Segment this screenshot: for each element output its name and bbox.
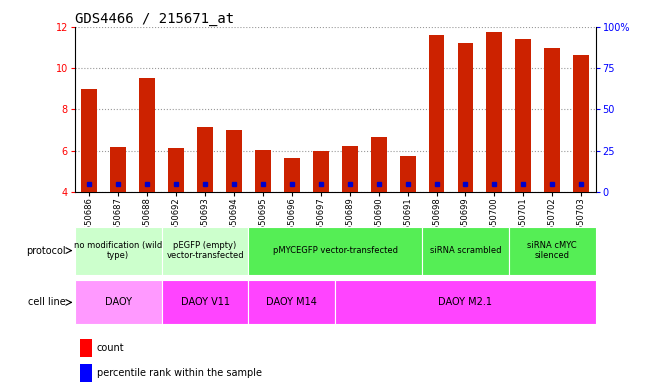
Bar (255, 150, 271, 192)
Text: pEGFP (empty)
vector-transfected: pEGFP (empty) vector-transfected (166, 241, 244, 260)
Bar (516, 39, 531, 192)
Bar (400, 156, 415, 192)
Bar (370, 137, 387, 192)
Text: percentile rank within the sample: percentile rank within the sample (97, 367, 262, 377)
Bar (75, 227, 161, 275)
Bar (249, 227, 422, 275)
Text: pMYCEGFP vector-transfected: pMYCEGFP vector-transfected (273, 246, 398, 255)
Text: cell line: cell line (29, 297, 66, 308)
Bar (428, 35, 445, 192)
Bar (574, 55, 589, 192)
Bar (249, 280, 335, 324)
Bar (509, 227, 596, 275)
Bar (197, 127, 213, 192)
Text: DAOY M14: DAOY M14 (266, 297, 317, 308)
Bar (458, 43, 473, 192)
Text: DAOY M2.1: DAOY M2.1 (439, 297, 492, 308)
Text: DAOY: DAOY (105, 297, 132, 308)
Bar (75, 280, 161, 324)
Bar (544, 48, 561, 192)
Text: GDS4466 / 215671_at: GDS4466 / 215671_at (75, 12, 234, 26)
Bar (139, 78, 155, 192)
Text: siRNA cMYC
silenced: siRNA cMYC silenced (527, 241, 577, 260)
Bar (342, 146, 357, 192)
Bar (161, 227, 249, 275)
Bar (161, 280, 249, 324)
Text: protocol: protocol (27, 245, 66, 256)
Bar (81, 89, 97, 192)
Text: no modification (wild
type): no modification (wild type) (74, 241, 162, 260)
Bar (313, 151, 329, 192)
Text: siRNA scrambled: siRNA scrambled (430, 246, 501, 255)
Bar (168, 147, 184, 192)
Bar (80, 339, 92, 356)
Bar (80, 364, 92, 382)
Bar (110, 147, 126, 192)
Text: count: count (97, 343, 124, 353)
Bar (422, 227, 509, 275)
Bar (226, 130, 242, 192)
Bar (284, 158, 300, 192)
Text: DAOY V11: DAOY V11 (180, 297, 230, 308)
Bar (486, 32, 503, 192)
Bar (335, 280, 596, 324)
